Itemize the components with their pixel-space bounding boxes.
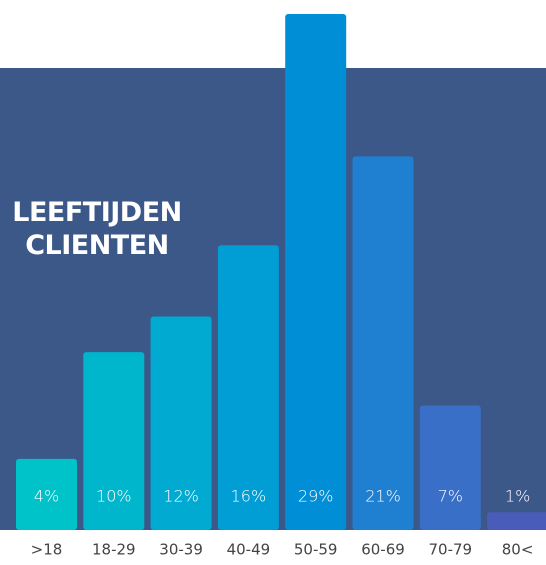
x-tick-label: 30-39 xyxy=(159,541,203,559)
value-label: 1% xyxy=(505,487,530,506)
chart-title: LEEFTIJDEN CLIENTEN xyxy=(12,197,182,261)
x-tick-label: >18 xyxy=(31,541,63,559)
x-tick-label: 80< xyxy=(502,541,534,559)
bar xyxy=(16,458,77,530)
value-label: 10% xyxy=(96,487,132,506)
bar xyxy=(150,316,212,530)
value-label: 16% xyxy=(231,487,267,506)
bar xyxy=(285,14,347,530)
value-label: 4% xyxy=(34,487,59,506)
bar xyxy=(487,512,546,530)
x-tick-label: 50-59 xyxy=(294,541,338,559)
bar xyxy=(217,245,279,530)
x-tick-label: 40-49 xyxy=(227,541,271,559)
value-label: 29% xyxy=(298,487,334,506)
bar xyxy=(83,352,145,530)
x-tick-label: 18-29 xyxy=(92,541,136,559)
bar xyxy=(419,405,481,530)
value-label: 21% xyxy=(365,487,401,506)
value-label: 7% xyxy=(438,487,463,506)
x-tick-label: 60-69 xyxy=(361,541,405,559)
value-label: 12% xyxy=(163,487,199,506)
bar xyxy=(352,156,414,530)
x-tick-label: 70-79 xyxy=(429,541,473,559)
